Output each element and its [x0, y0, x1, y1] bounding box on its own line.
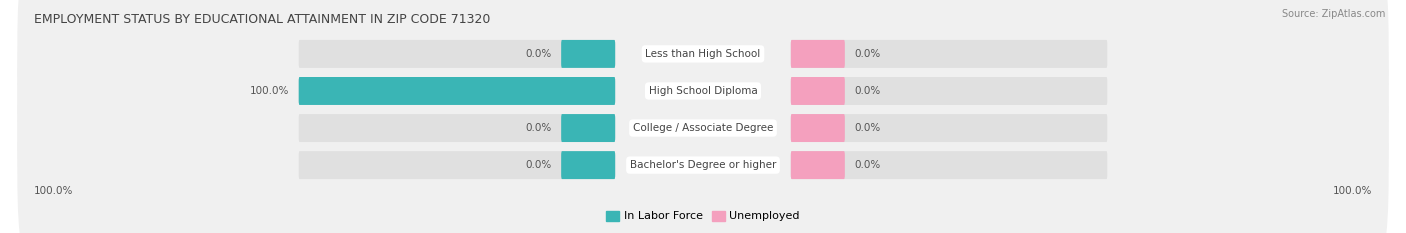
FancyBboxPatch shape: [561, 114, 616, 142]
FancyBboxPatch shape: [790, 114, 845, 142]
FancyBboxPatch shape: [790, 40, 1108, 68]
Text: College / Associate Degree: College / Associate Degree: [633, 123, 773, 133]
Text: 0.0%: 0.0%: [526, 123, 553, 133]
FancyBboxPatch shape: [790, 77, 1108, 105]
Text: 100.0%: 100.0%: [250, 86, 290, 96]
Text: 0.0%: 0.0%: [853, 86, 880, 96]
Text: 0.0%: 0.0%: [853, 49, 880, 59]
Text: 100.0%: 100.0%: [34, 186, 73, 196]
Text: Less than High School: Less than High School: [645, 49, 761, 59]
Legend: In Labor Force, Unemployed: In Labor Force, Unemployed: [606, 211, 800, 221]
FancyBboxPatch shape: [298, 77, 616, 105]
Text: 0.0%: 0.0%: [526, 160, 553, 170]
FancyBboxPatch shape: [790, 151, 1108, 179]
Text: 0.0%: 0.0%: [853, 123, 880, 133]
FancyBboxPatch shape: [790, 77, 845, 105]
Text: 0.0%: 0.0%: [853, 160, 880, 170]
FancyBboxPatch shape: [298, 77, 616, 105]
Text: Bachelor's Degree or higher: Bachelor's Degree or higher: [630, 160, 776, 170]
FancyBboxPatch shape: [17, 23, 1389, 233]
FancyBboxPatch shape: [561, 151, 616, 179]
Text: 100.0%: 100.0%: [1333, 186, 1372, 196]
Text: 0.0%: 0.0%: [526, 49, 553, 59]
FancyBboxPatch shape: [298, 151, 616, 179]
FancyBboxPatch shape: [17, 0, 1389, 196]
FancyBboxPatch shape: [790, 114, 1108, 142]
Text: EMPLOYMENT STATUS BY EDUCATIONAL ATTAINMENT IN ZIP CODE 71320: EMPLOYMENT STATUS BY EDUCATIONAL ATTAINM…: [34, 13, 491, 26]
FancyBboxPatch shape: [298, 40, 616, 68]
Text: High School Diploma: High School Diploma: [648, 86, 758, 96]
FancyBboxPatch shape: [17, 60, 1389, 233]
FancyBboxPatch shape: [561, 40, 616, 68]
FancyBboxPatch shape: [790, 40, 845, 68]
Text: Source: ZipAtlas.com: Source: ZipAtlas.com: [1281, 9, 1385, 19]
FancyBboxPatch shape: [17, 0, 1389, 159]
FancyBboxPatch shape: [790, 151, 845, 179]
FancyBboxPatch shape: [298, 114, 616, 142]
